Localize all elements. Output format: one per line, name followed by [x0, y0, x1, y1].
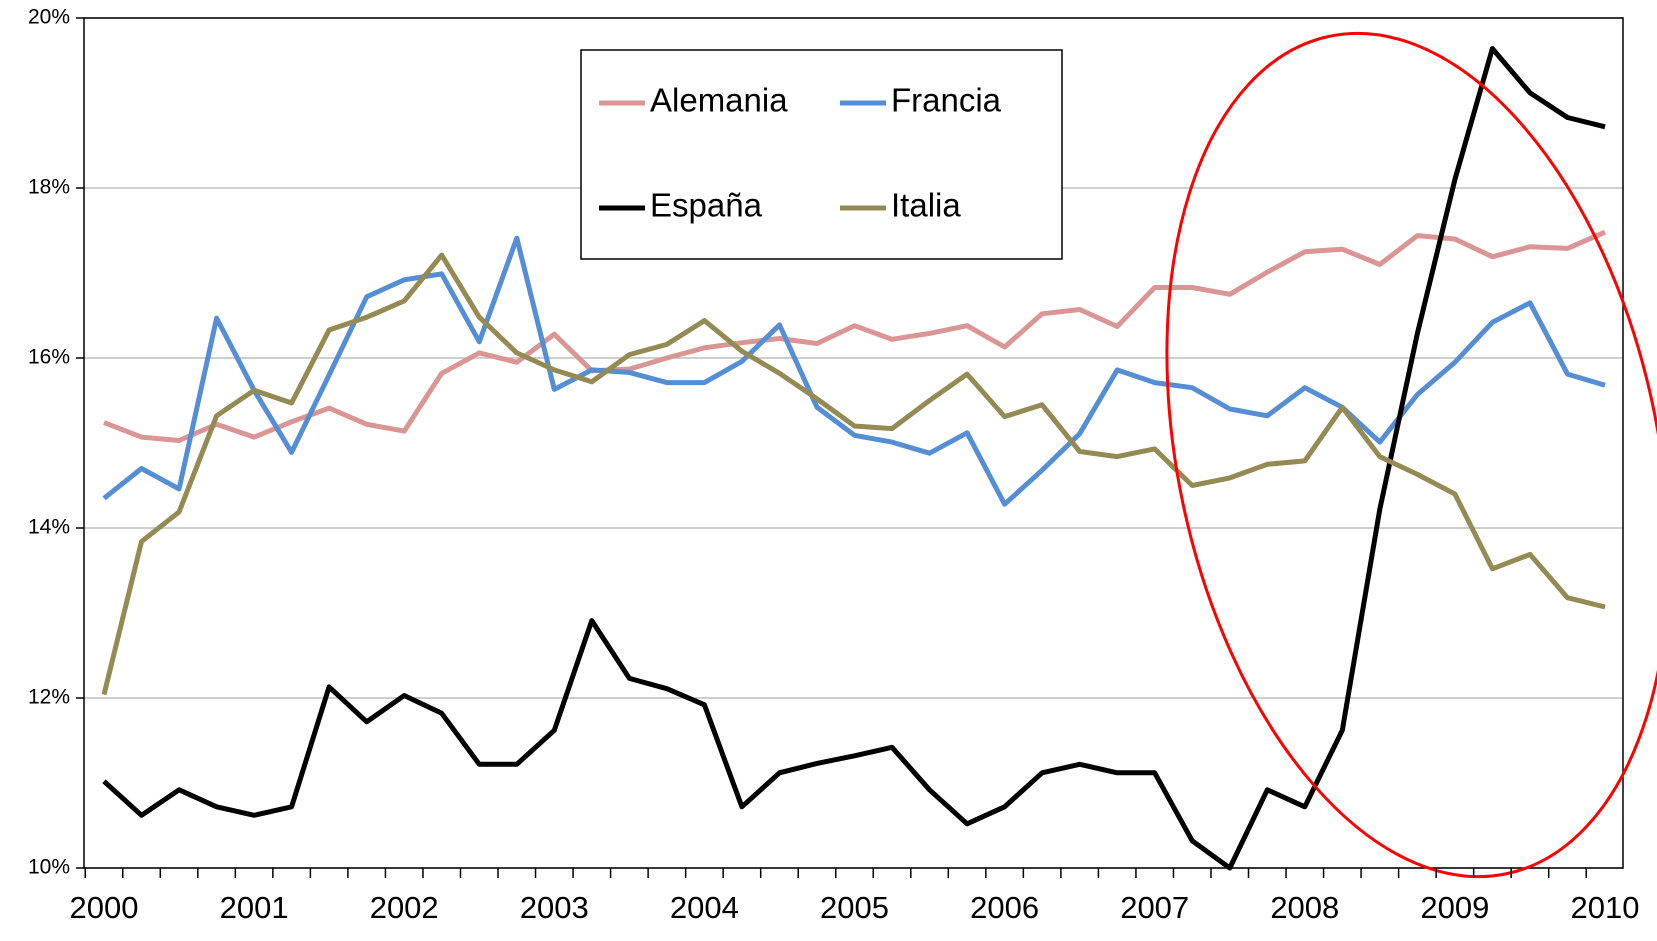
x-tick-label: 2006	[970, 890, 1039, 925]
y-tick-label: 12%	[28, 686, 70, 709]
series-line	[103, 229, 1606, 443]
x-tick-label: 2004	[670, 890, 739, 925]
legend-label: Francia	[891, 82, 1002, 119]
x-tick-label: 2000	[70, 890, 139, 925]
y-tick-label: 16%	[28, 346, 70, 369]
x-tick-label: 2003	[520, 890, 589, 925]
x-tick-label: 2002	[370, 890, 439, 925]
legend-label: Alemania	[650, 82, 788, 119]
plot-frame	[83, 17, 1624, 869]
legend: Alemania Francia España Italia	[580, 49, 1063, 260]
legend-label: Italia	[891, 187, 961, 224]
y-tick-label: 20%	[28, 6, 70, 29]
legend-box	[580, 49, 1063, 260]
x-tick-label: 2010	[1571, 890, 1640, 925]
y-tick-label: 14%	[28, 516, 70, 539]
highlight-ellipse	[1165, 31, 1657, 879]
lines	[101, 46, 1606, 871]
x-tick-label: 2009	[1420, 890, 1489, 925]
series-line	[101, 252, 1606, 696]
x-tick-label: 2007	[1120, 890, 1189, 925]
x-tick-label: 2005	[820, 890, 889, 925]
legend-label: España	[650, 187, 763, 224]
x-tick-label: 2008	[1270, 890, 1339, 925]
series-line	[102, 46, 1606, 871]
y-tick-label: 18%	[28, 176, 70, 199]
y-tick-label: 10%	[28, 856, 70, 879]
x-tick-label: 2001	[220, 890, 289, 925]
